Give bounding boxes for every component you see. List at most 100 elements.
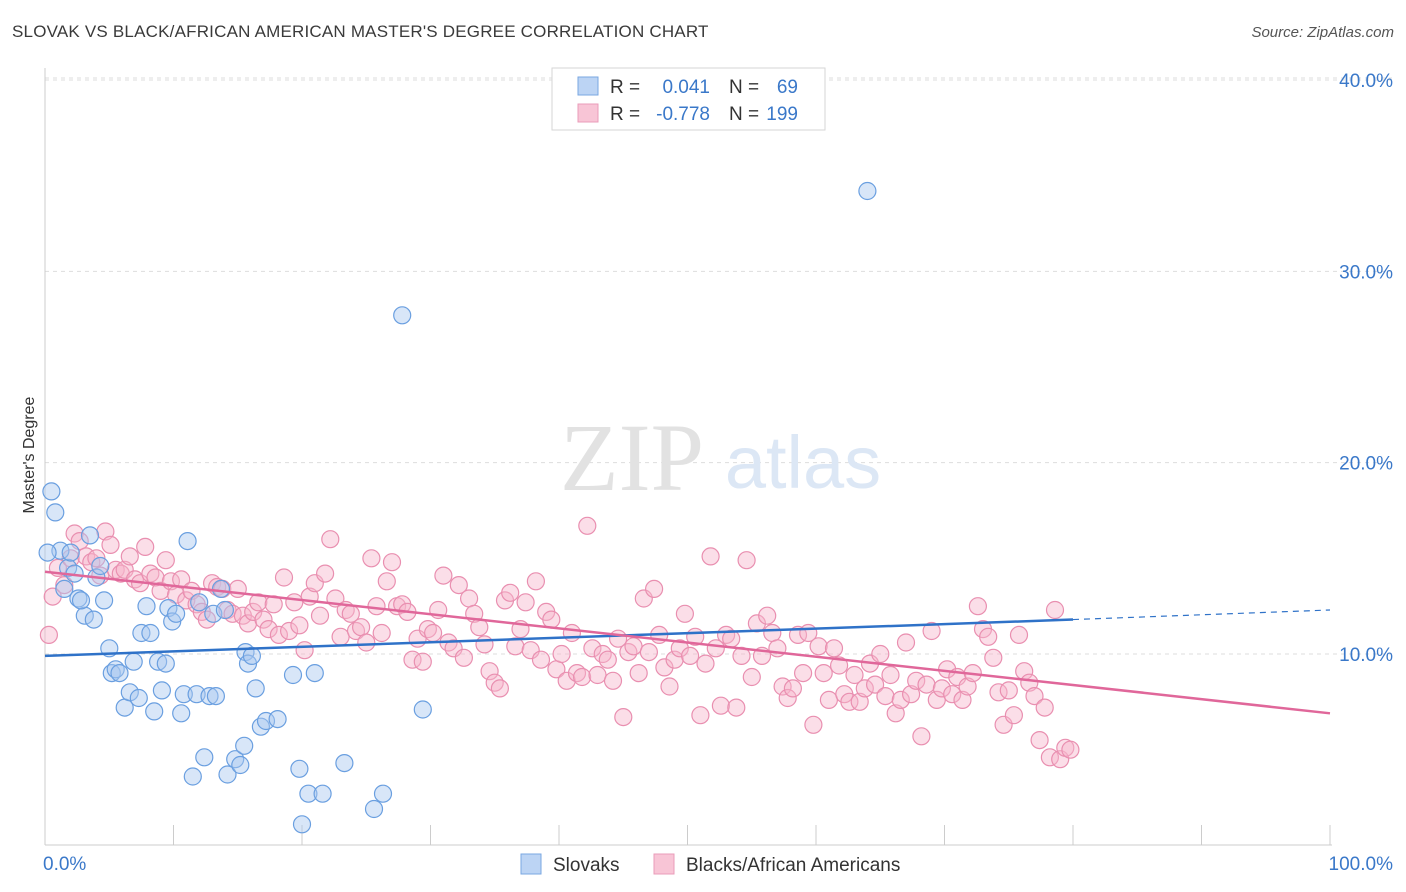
blacks-point-113 bbox=[619, 642, 638, 662]
blacks-point-153 bbox=[824, 639, 844, 658]
blacks-point-121 bbox=[660, 677, 679, 696]
blacks-point-67 bbox=[382, 553, 402, 572]
y-tick-labels: 10.0% 20.0% 30.0% 40.0% bbox=[1339, 71, 1393, 666]
blacks-point-151 bbox=[814, 663, 833, 683]
slovaks-point-68 bbox=[55, 579, 74, 599]
blacks-point-157 bbox=[845, 665, 864, 685]
blacks-point-23 bbox=[156, 551, 175, 570]
blacks-point-96 bbox=[531, 650, 551, 669]
blacks-point-45 bbox=[269, 625, 288, 645]
slovaks-point-59 bbox=[305, 663, 324, 683]
slovaks-point-44 bbox=[218, 765, 237, 784]
blacks-point-82 bbox=[460, 589, 479, 608]
blacks-point-120 bbox=[655, 658, 674, 677]
blacks-point-167 bbox=[896, 633, 916, 652]
series-slovaks-points bbox=[38, 181, 877, 834]
blacks-point-0 bbox=[39, 625, 59, 645]
blacks-point-75 bbox=[424, 623, 443, 643]
blacks-point-179 bbox=[958, 677, 977, 696]
slovaks-point-4 bbox=[61, 543, 80, 562]
slovaks-point-13 bbox=[94, 591, 114, 610]
slovaks-point-28 bbox=[156, 654, 175, 673]
x-tick-label-1: 100.0% bbox=[1329, 854, 1394, 875]
blacks-point-12 bbox=[101, 535, 120, 555]
slovaks-point-64 bbox=[393, 306, 412, 325]
blacks-point-174 bbox=[932, 679, 952, 698]
legend-swatch-blacks bbox=[577, 103, 599, 123]
blacks-point-168 bbox=[901, 685, 921, 704]
blacks-point-16 bbox=[120, 547, 139, 566]
blacks-point-87 bbox=[485, 673, 504, 692]
blacks-point-141 bbox=[763, 623, 782, 643]
legend-n-value-1: 69 bbox=[777, 77, 798, 98]
slovaks-point-66 bbox=[858, 181, 877, 201]
blacks-point-127 bbox=[691, 706, 710, 725]
blacks-point-124 bbox=[675, 604, 695, 623]
blacks-point-108 bbox=[593, 644, 612, 664]
slovaks-point-35 bbox=[183, 767, 202, 786]
blacks-point-61 bbox=[352, 618, 371, 637]
blacks-point-196 bbox=[1045, 600, 1065, 620]
legend-n-label-1: N = bbox=[729, 77, 759, 98]
watermark-atlas: atlas bbox=[725, 421, 881, 504]
blacks-point-164 bbox=[881, 665, 900, 685]
blacks-point-125 bbox=[680, 646, 700, 666]
blacks-point-64 bbox=[367, 597, 386, 616]
blacks-point-48 bbox=[285, 593, 304, 612]
blacks-point-172 bbox=[922, 621, 941, 641]
blacks-point-115 bbox=[629, 663, 648, 683]
slovaks-point-60 bbox=[313, 784, 332, 803]
slovaks-point-63 bbox=[373, 784, 393, 803]
blacks-point-73 bbox=[413, 652, 432, 671]
blacks-point-171 bbox=[917, 675, 936, 694]
blacks-point-110 bbox=[603, 671, 623, 690]
slovaks-point-1 bbox=[46, 503, 65, 522]
blacks-point-192 bbox=[1025, 686, 1044, 706]
blacks-point-194 bbox=[1035, 698, 1054, 717]
slovaks-point-62 bbox=[364, 799, 384, 819]
blacks-point-106 bbox=[583, 639, 602, 658]
blacks-point-105 bbox=[578, 516, 597, 535]
watermark-zip: ZIP bbox=[560, 404, 704, 511]
y-axis-label: Master's Degree bbox=[21, 396, 38, 513]
y-tick-label-2: 30.0% bbox=[1339, 262, 1393, 283]
slovaks-point-37 bbox=[190, 593, 209, 612]
blacks-point-144 bbox=[778, 688, 797, 708]
blacks-point-102 bbox=[562, 623, 582, 643]
blacks-point-65 bbox=[372, 623, 391, 643]
blacks-point-162 bbox=[871, 644, 890, 664]
blacks-point-189 bbox=[1009, 625, 1029, 645]
slovaks-point-51 bbox=[246, 679, 265, 698]
y-tick-label-1: 20.0% bbox=[1339, 454, 1393, 475]
blacks-point-156 bbox=[840, 692, 859, 711]
blacks-point-176 bbox=[943, 685, 962, 704]
slovaks-point-47 bbox=[235, 736, 254, 755]
slovaks-point-27 bbox=[152, 681, 171, 700]
slovaks-point-41 bbox=[206, 686, 225, 706]
slovaks-point-57 bbox=[292, 815, 312, 834]
blacks-point-41 bbox=[249, 593, 268, 612]
blacks-point-104 bbox=[572, 667, 592, 687]
blacks-point-100 bbox=[552, 644, 571, 664]
blacks-point-85 bbox=[475, 635, 494, 654]
blacks-point-152 bbox=[819, 690, 839, 710]
blacks-point-66 bbox=[377, 572, 396, 591]
legend-r-label-1: R = bbox=[610, 77, 640, 98]
blacks-point-131 bbox=[711, 696, 731, 715]
chart-title: SLOVAK VS BLACK/AFRICAN AMERICAN MASTER'… bbox=[12, 22, 709, 41]
blacks-point-57 bbox=[331, 627, 350, 646]
blacks-point-118 bbox=[644, 579, 664, 599]
y-tick-label-3: 40.0% bbox=[1339, 71, 1393, 92]
blacks-point-150 bbox=[809, 637, 828, 656]
blacks-point-107 bbox=[588, 665, 607, 685]
slovaks-trend-line bbox=[44, 618, 1074, 658]
blacks-point-165 bbox=[886, 704, 905, 723]
blacks-point-47 bbox=[280, 621, 299, 641]
bottom-legend-swatch-slovaks bbox=[520, 853, 542, 875]
legend-r-label-2: R = bbox=[610, 104, 640, 125]
blacks-point-86 bbox=[480, 662, 499, 681]
blacks-point-53 bbox=[310, 606, 330, 625]
legend-r-value-1: 0.041 bbox=[662, 77, 710, 98]
blacks-point-62 bbox=[357, 633, 376, 652]
